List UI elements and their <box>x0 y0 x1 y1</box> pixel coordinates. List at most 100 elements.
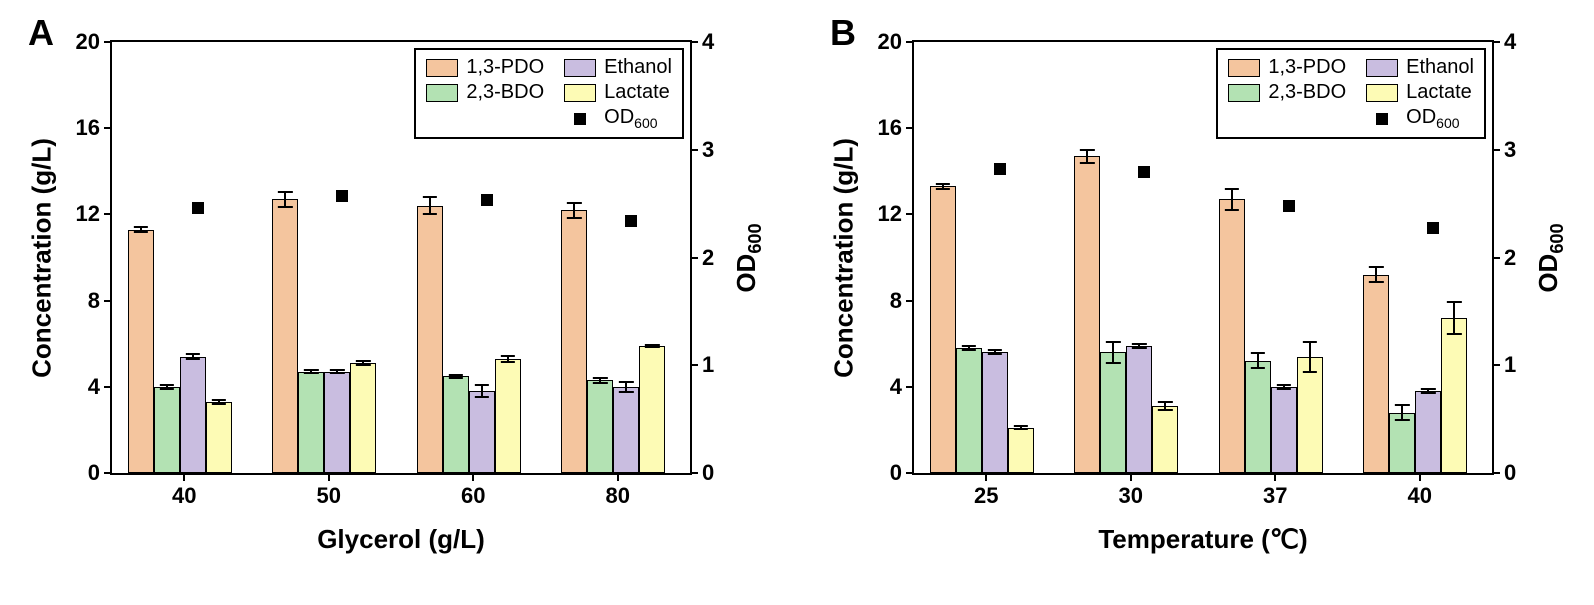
error-cap <box>1080 149 1094 151</box>
legend-item-s1: 1,3-PDO <box>1228 56 1346 79</box>
x-tick <box>183 473 185 481</box>
bar-s3 <box>1126 346 1152 473</box>
error-cap <box>501 355 515 357</box>
error-cap <box>278 206 292 208</box>
error-cap <box>593 377 607 379</box>
bar-s4 <box>1008 428 1034 473</box>
error-cap <box>449 374 463 376</box>
legend-label: 1,3-PDO <box>1268 56 1346 79</box>
legend-swatch <box>564 59 596 77</box>
y-label-left: 12 <box>878 201 914 227</box>
y-label-left: 4 <box>88 374 112 400</box>
legend-item-s3: Ethanol <box>564 56 672 79</box>
y-axis-title-left: Concentration (g/L) <box>829 138 860 378</box>
error-cap <box>186 358 200 360</box>
bar-s2 <box>298 372 324 473</box>
legend-spacer <box>1228 106 1346 131</box>
error-bar <box>1257 353 1259 368</box>
od-point <box>336 190 348 202</box>
legend-label: 1,3-PDO <box>466 56 544 79</box>
x-label: 50 <box>317 483 341 509</box>
legend-label: OD600 <box>604 106 657 131</box>
x-tick <box>1419 473 1421 481</box>
error-cap <box>1395 404 1409 406</box>
y-axis-title-left: Concentration (g/L) <box>27 138 58 378</box>
error-cap <box>330 372 344 374</box>
error-cap <box>1303 371 1317 373</box>
y-label-right: 0 <box>1492 460 1516 486</box>
error-cap <box>212 403 226 405</box>
bar-s1 <box>417 206 443 473</box>
y-label-left: 8 <box>88 288 112 314</box>
error-cap <box>962 345 976 347</box>
legend-item-s4: Lactate <box>1366 81 1474 104</box>
error-bar <box>1375 267 1377 282</box>
od-point <box>625 215 637 227</box>
error-cap <box>1277 388 1291 390</box>
error-cap <box>1225 188 1239 190</box>
error-cap <box>423 196 437 198</box>
legend-label: OD600 <box>1406 106 1459 131</box>
error-cap <box>1395 419 1409 421</box>
y-label-right: 4 <box>690 29 714 55</box>
x-tick <box>328 473 330 481</box>
x-tick <box>1274 473 1276 481</box>
error-bar <box>1453 302 1455 334</box>
y-label-left: 20 <box>76 29 112 55</box>
bar-s2 <box>154 387 180 473</box>
error-cap <box>1421 388 1435 390</box>
x-label: 37 <box>1263 483 1287 509</box>
od-point <box>481 194 493 206</box>
bar-s4 <box>1297 357 1323 473</box>
x-label: 40 <box>172 483 196 509</box>
error-cap <box>1132 347 1146 349</box>
y-label-left: 12 <box>76 201 112 227</box>
bar-s2 <box>1389 413 1415 473</box>
error-cap <box>619 381 633 383</box>
error-cap <box>1080 162 1094 164</box>
x-tick <box>1130 473 1132 481</box>
y-label-right: 1 <box>690 352 714 378</box>
error-cap <box>278 191 292 193</box>
legend-label: 2,3-BDO <box>466 81 544 104</box>
error-cap <box>1369 266 1383 268</box>
od-point <box>1138 166 1150 178</box>
bar-s4 <box>350 363 376 473</box>
bar-s3 <box>180 357 206 473</box>
error-bar <box>1309 342 1311 372</box>
legend-swatch <box>1366 84 1398 102</box>
error-cap <box>186 353 200 355</box>
bar-s2 <box>1245 361 1271 473</box>
plot-area-b: 04812162001234Concentration (g/L)OD600Te… <box>912 40 1494 475</box>
od-point <box>192 202 204 214</box>
error-cap <box>1251 352 1265 354</box>
error-cap <box>304 369 318 371</box>
error-cap <box>1014 428 1028 430</box>
x-label: 80 <box>606 483 630 509</box>
error-cap <box>936 183 950 185</box>
error-cap <box>475 384 489 386</box>
legend-swatch <box>1366 59 1398 77</box>
legend-label: Ethanol <box>604 56 672 79</box>
od-point <box>1427 222 1439 234</box>
error-cap <box>645 346 659 348</box>
x-label: 30 <box>1119 483 1143 509</box>
legend: 1,3-PDOEthanol2,3-BDOLactate OD600 <box>414 48 684 139</box>
error-bar <box>1231 189 1233 211</box>
error-cap <box>1158 409 1172 411</box>
legend-item-s2: 2,3-BDO <box>426 81 544 104</box>
error-cap <box>1106 341 1120 343</box>
bar-s2 <box>587 380 613 473</box>
error-bar <box>1401 405 1403 420</box>
y-axis-title-right: OD600 <box>1532 223 1567 292</box>
legend-swatch <box>426 59 458 77</box>
error-bar <box>573 203 575 218</box>
legend-item-s2: 2,3-BDO <box>1228 81 1346 104</box>
legend-item-od: OD600 <box>1366 106 1474 131</box>
y-label-left: 0 <box>890 460 914 486</box>
figure-container: A 04812162001234Concentration (g/L)OD600… <box>0 0 1594 605</box>
bar-s1 <box>272 199 298 473</box>
y-axis-title-right: OD600 <box>730 223 765 292</box>
error-cap <box>356 364 370 366</box>
bar-s3 <box>982 352 1008 473</box>
